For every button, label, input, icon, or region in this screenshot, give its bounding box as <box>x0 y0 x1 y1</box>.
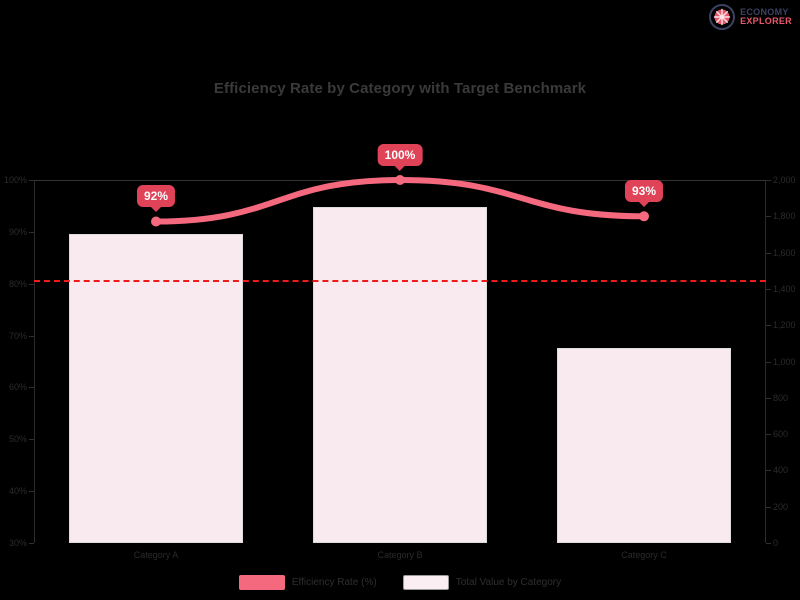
plot-area: 100% 90% 80% 70% 60% 50% 40% 30% 2,000 1,800 1,60… <box>4 144 796 560</box>
right-axis-tick-label: 1,400 <box>773 283 796 294</box>
x-axis-tick-label: Category A <box>133 550 179 560</box>
left-axis-tick-label: 60% <box>8 382 27 393</box>
line-series <box>151 175 649 227</box>
line-point-label: 93% <box>624 180 664 203</box>
legend-item[interactable]: Total Value by Category <box>402 575 562 590</box>
line-point-marker[interactable] <box>395 175 405 185</box>
right-axis-tick <box>766 325 771 327</box>
bar[interactable] <box>557 347 731 543</box>
right-axis-tick-label: 800 <box>773 392 789 403</box>
left-axis-tick <box>29 180 34 181</box>
right-axis-tick <box>766 216 771 218</box>
left-axis-tick <box>29 491 34 493</box>
line-point-label: 92% <box>136 185 176 208</box>
right-axis-tick-label: 1,000 <box>773 356 796 367</box>
legend-label: Efficiency Rate (%) <box>291 577 377 588</box>
right-axis-tick-label: 0 <box>773 538 779 548</box>
x-axis-tick-label: Category B <box>377 550 423 560</box>
right-axis-tick-label: 1,800 <box>773 211 796 222</box>
left-axis-tick <box>29 439 34 441</box>
right-axis-tick-label: 600 <box>773 429 789 440</box>
legend-swatch <box>238 575 285 590</box>
left-axis-line <box>34 180 35 543</box>
left-axis-tick-label: 50% <box>8 434 27 445</box>
left-axis-tick <box>29 335 34 337</box>
line-point-label: 100% <box>377 144 423 166</box>
right-axis-tick <box>766 288 771 290</box>
brand-logo: ECONOMY EXPLORER <box>709 4 792 30</box>
legend-swatch <box>402 575 449 590</box>
logo-line-2: EXPLORER <box>740 16 792 26</box>
left-axis-tick <box>29 387 34 389</box>
left-axis-tick-label: 80% <box>8 278 27 289</box>
line-path <box>153 177 647 225</box>
legend-label: Total Value by Category <box>455 577 562 588</box>
line-point-marker[interactable] <box>639 211 649 222</box>
right-axis-tick-label: 400 <box>773 465 789 476</box>
right-axis-line <box>765 180 766 543</box>
right-axis-tick-label: 2,000 <box>773 175 796 185</box>
chart-legend: Efficiency Rate (%) Total Value by Catego… <box>0 575 800 590</box>
circular-globe-mark-icon <box>709 4 736 30</box>
left-axis-tick-label: 30% <box>8 538 27 548</box>
right-axis-tick <box>766 252 771 254</box>
left-axis-tick <box>29 231 34 233</box>
left-axis-tick-label: 40% <box>8 486 27 497</box>
right-axis-tick <box>766 180 771 181</box>
bar[interactable] <box>313 207 487 543</box>
right-axis-tick <box>766 470 771 472</box>
left-axis-tick <box>29 543 34 544</box>
right-axis-tick-label: 200 <box>773 501 789 512</box>
left-axis-tick-label: 90% <box>8 226 27 237</box>
logo-wordmark: ECONOMY EXPLORER <box>740 6 792 26</box>
right-axis-tick <box>766 543 771 544</box>
left-axis-tick-label: 100% <box>3 175 27 185</box>
logo-line-1: ECONOMY <box>740 6 789 17</box>
reference-line <box>34 279 766 282</box>
left-axis-tick <box>29 283 34 285</box>
line-point-marker[interactable] <box>151 216 161 227</box>
right-axis-tick <box>766 434 771 436</box>
left-axis-tick-label: 70% <box>8 330 27 341</box>
right-axis-tick-label: 1,600 <box>773 247 796 258</box>
right-axis-tick <box>766 506 771 508</box>
right-axis-tick-label: 1,200 <box>773 320 796 331</box>
legend-item[interactable]: Efficiency Rate (%) <box>238 575 377 590</box>
bar[interactable] <box>69 234 243 543</box>
right-axis-tick <box>766 397 771 399</box>
chart-title: Efficiency Rate by Category with Target … <box>213 80 587 97</box>
x-axis-tick-label: Category C <box>621 550 667 560</box>
right-axis-tick <box>766 361 771 363</box>
